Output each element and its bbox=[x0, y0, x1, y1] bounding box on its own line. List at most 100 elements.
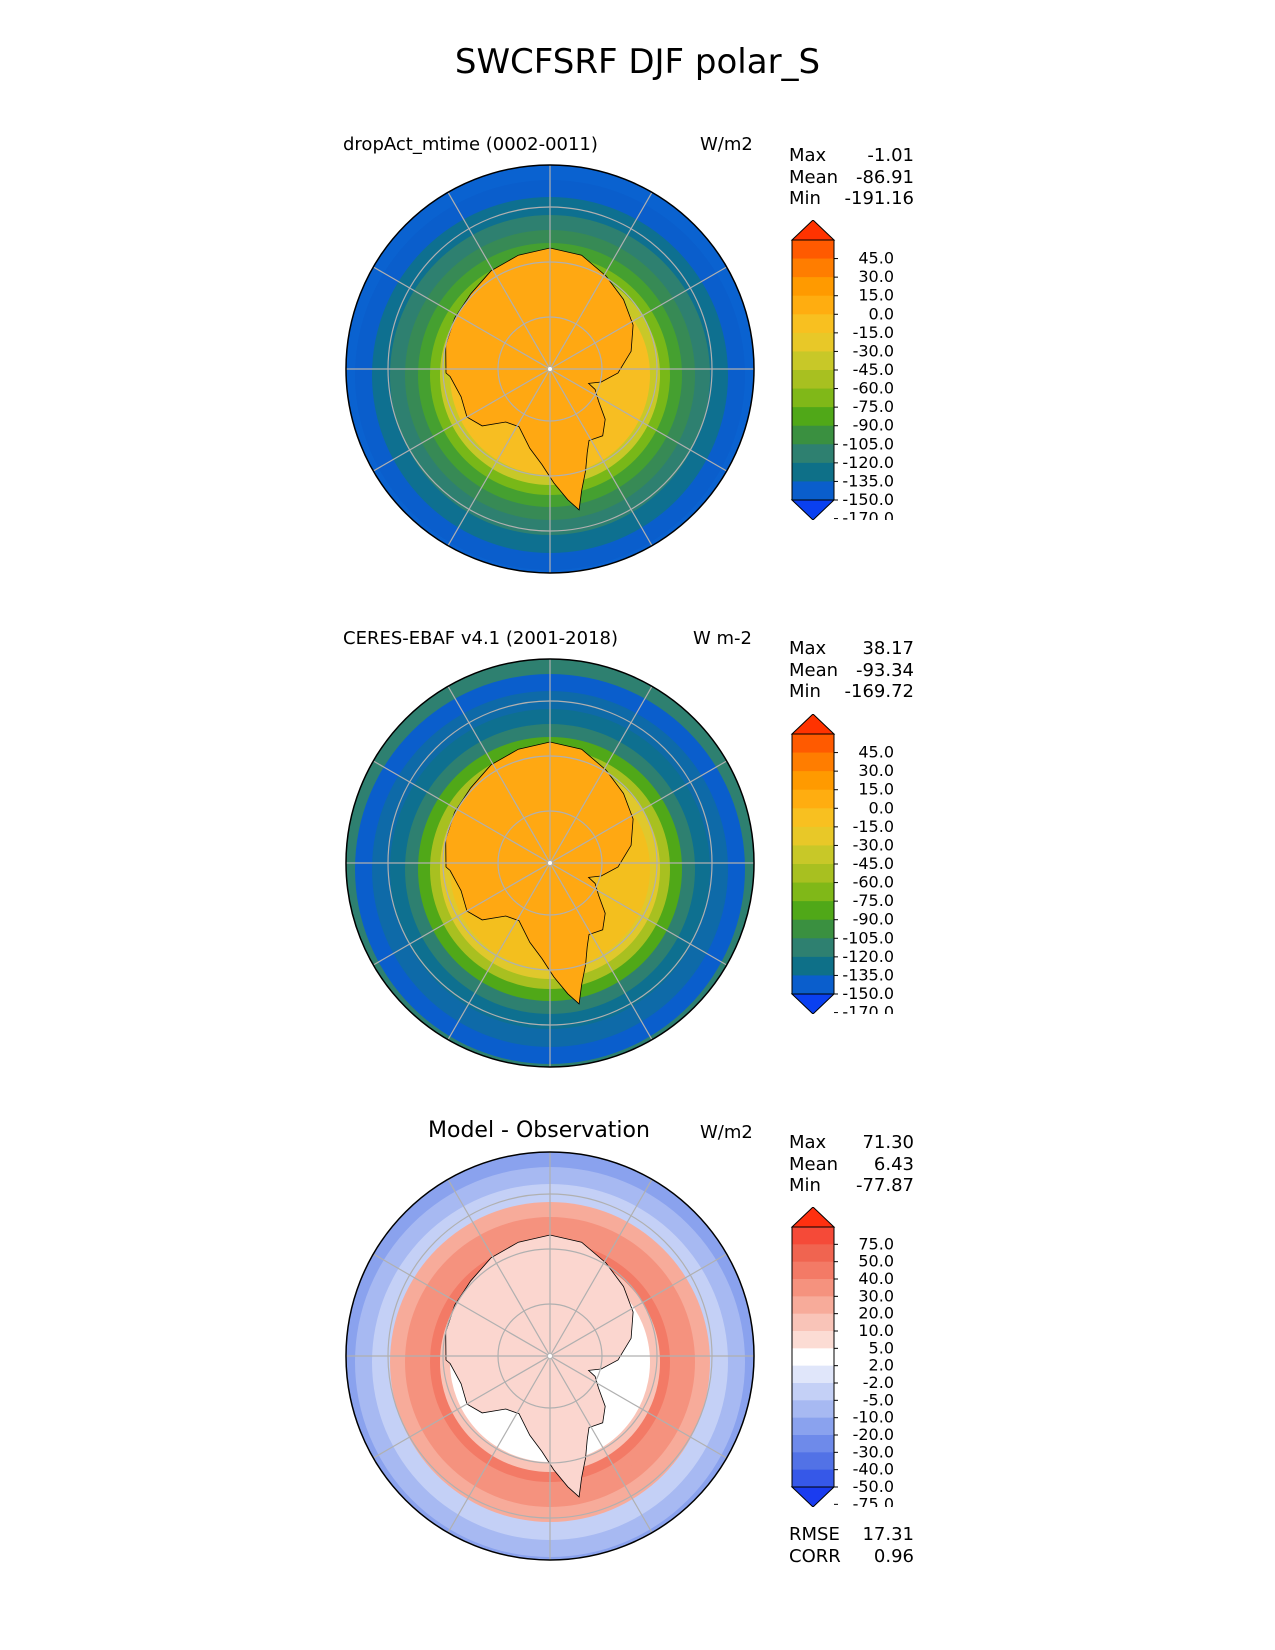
colorbar-tick-label: -150.0 bbox=[842, 490, 894, 509]
colorbar-tick-label: -75.0 bbox=[853, 1494, 894, 1507]
panel-2-title: CERES-EBAF v4.1 (2001-2018) bbox=[343, 628, 619, 649]
colorbar-segment bbox=[792, 1296, 834, 1315]
colorbar-tick-label: -15.0 bbox=[853, 323, 894, 342]
colorbar-segment bbox=[792, 1313, 834, 1332]
colorbar-segment bbox=[792, 808, 834, 828]
colorbar-tick-label: -60.0 bbox=[853, 873, 894, 892]
colorbar-tick-label: 50.0 bbox=[858, 1252, 894, 1271]
colorbar-tick-label: -90.0 bbox=[853, 910, 894, 929]
colorbar-segment bbox=[792, 1261, 834, 1280]
panel-2-colorbar: 45.030.015.00.0-15.0-30.0-45.0-60.0-75.0… bbox=[790, 714, 894, 1014]
panel-3-map bbox=[345, 1151, 755, 1561]
colorbar-tick-label: 30.0 bbox=[858, 1286, 894, 1305]
panel-1-map bbox=[345, 164, 755, 574]
colorbar-tick-label: -120.0 bbox=[842, 453, 894, 472]
colorbar-segment bbox=[792, 901, 834, 921]
antarctica-coastline bbox=[445, 247, 634, 511]
colorbar-segment bbox=[792, 1435, 834, 1453]
colorbar-tick-label: 75.0 bbox=[858, 1234, 894, 1253]
colorbar-tick-label: -30.0 bbox=[853, 1442, 894, 1461]
colorbar-segment bbox=[792, 1331, 834, 1349]
colorbar-segment bbox=[792, 425, 834, 445]
colorbar-tick-label: -2.0 bbox=[863, 1373, 894, 1392]
colorbar-segment bbox=[792, 277, 834, 297]
colorbar-tick-label: -150.0 bbox=[842, 984, 894, 1003]
colorbar-segment bbox=[792, 826, 834, 846]
colorbar-frame bbox=[791, 1226, 835, 1488]
stat-mean: Mean -86.91 bbox=[789, 166, 914, 188]
metric-corr: CORR 0.96 bbox=[789, 1545, 914, 1567]
colorbar-segment bbox=[792, 734, 834, 754]
panel-3-units: W/m2 bbox=[700, 1122, 753, 1143]
colorbar-tick-label: -105.0 bbox=[842, 928, 894, 947]
panel-2-stats: Max 38.17 Mean -93.34 Min -169.72 bbox=[789, 638, 914, 703]
antarctica-coastline bbox=[445, 741, 634, 1005]
colorbar-tick-label: -135.0 bbox=[842, 965, 894, 984]
colorbar-tick-label: -20.0 bbox=[853, 1425, 894, 1444]
colorbar-extend-min bbox=[790, 1486, 836, 1507]
colorbar-extend-min bbox=[790, 993, 836, 1014]
colorbar-segment bbox=[792, 295, 834, 315]
colorbar-segment bbox=[792, 956, 834, 976]
stat-min: Min -169.72 bbox=[789, 681, 914, 702]
colorbar-segment bbox=[792, 1469, 834, 1488]
colorbar-tick-label: 20.0 bbox=[858, 1304, 894, 1323]
colorbar-extend-max bbox=[790, 1207, 836, 1228]
colorbar-tick-label: 45.0 bbox=[858, 249, 894, 268]
stat-max: Max -1.01 bbox=[789, 145, 914, 166]
colorbar-segment bbox=[792, 1348, 834, 1367]
colorbar-tick-label: -170.0 bbox=[842, 509, 894, 520]
stat-mean: Mean 6.43 bbox=[789, 1153, 914, 1175]
colorbar-tick-label: -120.0 bbox=[842, 947, 894, 966]
colorbar-tick-label: 15.0 bbox=[858, 780, 894, 799]
colorbar-extend-max bbox=[790, 714, 836, 735]
colorbar-tick-label: -170.0 bbox=[842, 1003, 894, 1014]
colorbar-segment bbox=[792, 845, 834, 865]
panel-1-title: dropAct_mtime (0002-0011) bbox=[343, 134, 598, 155]
colorbar-segment bbox=[792, 314, 834, 334]
colorbar-segment bbox=[792, 789, 834, 809]
colorbar-tick-label: 15.0 bbox=[858, 286, 894, 305]
metric-rmse: RMSE 17.31 bbox=[789, 1524, 914, 1545]
panel-3-title: Model - Observation bbox=[428, 1118, 650, 1143]
colorbar-extend-min bbox=[790, 499, 836, 520]
colorbar-segment bbox=[792, 1365, 834, 1384]
colorbar-segment bbox=[792, 370, 834, 390]
colorbar-segment bbox=[792, 1279, 834, 1297]
colorbar-segment bbox=[792, 752, 834, 772]
colorbar-tick-label: -75.0 bbox=[853, 397, 894, 416]
colorbar-segment bbox=[792, 351, 834, 371]
colorbar-tick-label: -75.0 bbox=[853, 891, 894, 910]
colorbar-segment bbox=[792, 919, 834, 939]
pole-marker bbox=[548, 861, 552, 865]
colorbar-tick-label: 10.0 bbox=[858, 1321, 894, 1340]
colorbar-tick-label: 40.0 bbox=[858, 1269, 894, 1288]
colorbar-extend-max bbox=[790, 220, 836, 241]
colorbar-tick-label: -50.0 bbox=[853, 1477, 894, 1496]
colorbar-segment bbox=[792, 444, 834, 464]
colorbar-segment bbox=[792, 1227, 834, 1245]
colorbar-tick-label: -105.0 bbox=[842, 434, 894, 453]
colorbar-tick-label: -10.0 bbox=[853, 1408, 894, 1427]
panel-3-colorbar: 75.050.040.030.020.010.05.02.0-2.0-5.0-1… bbox=[790, 1207, 894, 1507]
colorbar-tick-label: 2.0 bbox=[869, 1356, 894, 1375]
colorbar-segment bbox=[792, 258, 834, 278]
colorbar-tick-label: 30.0 bbox=[858, 761, 894, 780]
pole-marker bbox=[548, 367, 552, 371]
colorbar-tick-label: 0.0 bbox=[869, 304, 894, 323]
panel-2-units: W m-2 bbox=[693, 628, 753, 649]
map-boundary bbox=[345, 1151, 755, 1561]
colorbar-tick-label: -90.0 bbox=[853, 416, 894, 435]
colorbar-segment bbox=[792, 407, 834, 427]
stat-max: Max 71.30 bbox=[789, 1132, 914, 1153]
panel-1-colorbar: 45.030.015.00.0-15.0-30.0-45.0-60.0-75.0… bbox=[790, 220, 894, 520]
colorbar-segment bbox=[792, 481, 834, 501]
antarctica-coastline bbox=[445, 1234, 634, 1498]
panel-2-map bbox=[345, 658, 755, 1068]
stat-mean: Mean -93.34 bbox=[789, 659, 914, 681]
panel-3-metrics: RMSE 17.31 CORR 0.96 bbox=[789, 1524, 914, 1567]
colorbar-segment bbox=[792, 975, 834, 995]
pole-marker bbox=[548, 1354, 552, 1358]
colorbar-tick-label: 0.0 bbox=[869, 798, 894, 817]
colorbar-segment bbox=[792, 1400, 834, 1419]
